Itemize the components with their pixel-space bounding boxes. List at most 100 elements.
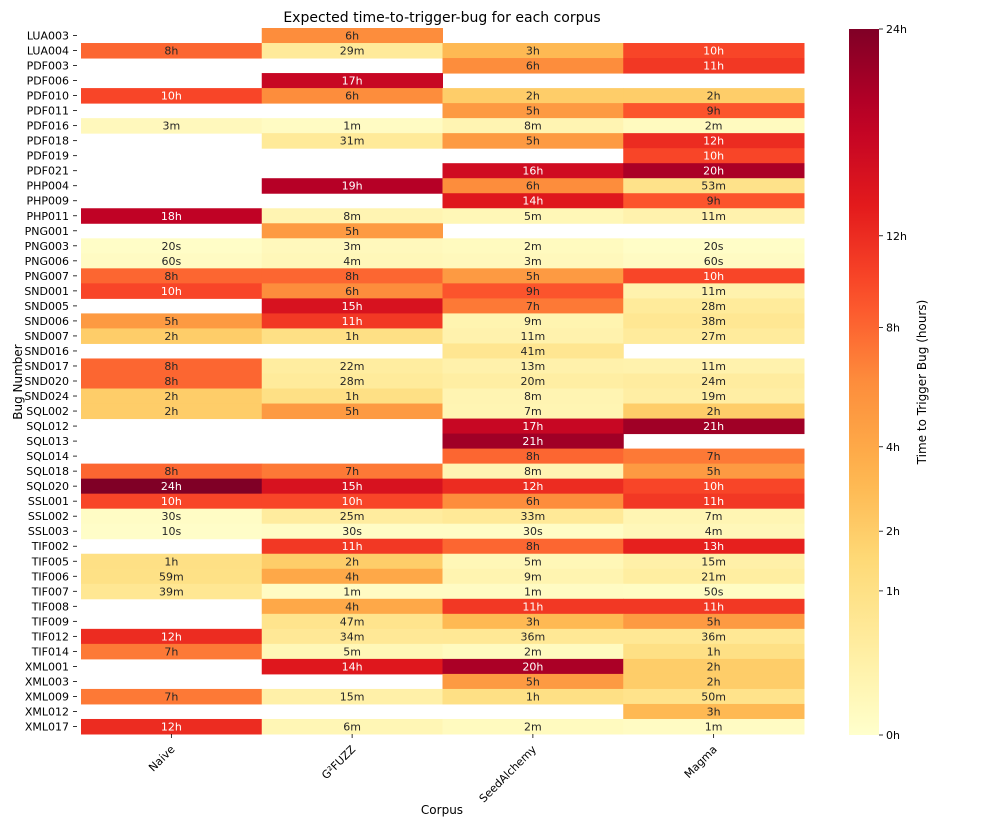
heatmap-cell [442, 463, 624, 480]
heatmap-cells: 6h 8h 29m 3h 10h 6h 11h 17h 10h 6h 2h 2h 5h 9h 3m 1m 8m 2… [81, 28, 805, 735]
cell-label: 59m [159, 570, 184, 583]
heatmap-cell [261, 328, 443, 344]
cell-label: 3h [526, 615, 540, 628]
cell-label: 22m [340, 360, 365, 373]
cell-label: 12h [522, 480, 543, 493]
cell-label: 10h [703, 480, 724, 493]
row-label: SND005 [24, 300, 69, 313]
row-label: PNG003 [25, 240, 69, 253]
heatmap-cell [442, 613, 624, 630]
cell-label: 2h [164, 405, 178, 418]
cell-label: 4m [343, 255, 361, 268]
cell-label: 21h [522, 435, 543, 448]
heatmap-cell [442, 403, 624, 420]
row-label: PDF019 [27, 150, 69, 163]
heatmap-cell [442, 673, 624, 690]
heatmap-cell [81, 388, 263, 405]
cell-label: 20h [522, 660, 543, 673]
cell-label: 7m [705, 510, 723, 523]
cell-label: 3m [343, 240, 361, 253]
heatmap-cell [623, 118, 805, 134]
cell-label: 11h [703, 600, 724, 613]
cell-label: 8h [164, 45, 178, 58]
cell-label: 16h [522, 165, 543, 178]
cell-label: 6m [343, 720, 361, 733]
cell-label: 7h [707, 450, 721, 463]
column-label: Naive [146, 743, 177, 774]
row-label: SND024 [24, 390, 69, 403]
heatmap-cell [442, 88, 624, 104]
cell-label: 60s [704, 255, 724, 268]
heatmap-cell [623, 403, 805, 420]
heatmap-cell [261, 73, 443, 89]
heatmap-cell [623, 598, 805, 615]
heatmap-cell [261, 493, 443, 510]
heatmap-cell [442, 553, 624, 570]
cell-label: 14h [342, 660, 363, 673]
heatmap-cell [623, 388, 805, 405]
heatmap-cell [261, 178, 443, 194]
colorbar-tick-label: 4h [886, 441, 900, 454]
cell-label: 2m [705, 120, 723, 133]
row-label: SQL002 [26, 405, 69, 418]
heatmap-cell [442, 568, 624, 585]
heatmap-cell [623, 553, 805, 570]
cell-label: 10h [703, 150, 724, 163]
heatmap-cell [261, 463, 443, 480]
cell-label: 30s [162, 510, 182, 523]
cell-label: 4m [705, 525, 723, 538]
cell-label: 30s [523, 525, 543, 538]
cell-label: 3m [163, 120, 181, 133]
heatmap-cell [261, 388, 443, 405]
heatmap-cell [81, 253, 263, 269]
heatmap-cell [623, 568, 805, 585]
cell-label: 31m [340, 135, 365, 148]
cell-label: 7h [164, 690, 178, 703]
heatmap-cell [81, 328, 263, 344]
cell-label: 1h [164, 555, 178, 568]
cell-label: 10h [161, 285, 182, 298]
heatmap-cell [261, 553, 443, 570]
heatmap-cell [261, 613, 443, 630]
cell-label: 1m [705, 720, 723, 733]
cell-label: 8h [526, 540, 540, 553]
cell-label: 2h [164, 330, 178, 343]
x-axis-label: Corpus [421, 803, 463, 817]
cell-label: 41m [521, 345, 546, 358]
heatmap-cell [81, 628, 263, 645]
heatmap-cell [261, 628, 443, 645]
cell-label: 2h [345, 555, 359, 568]
heatmap-cell [442, 658, 624, 675]
cell-label: 3h [707, 705, 721, 718]
row-label: PDF021 [27, 165, 69, 178]
cell-label: 27m [701, 330, 726, 343]
heatmap-cell [623, 268, 805, 284]
row-label: SND001 [24, 285, 69, 298]
row-label: SND020 [24, 375, 69, 388]
cell-label: 8m [524, 465, 542, 478]
heatmap-cell [623, 283, 805, 299]
cell-label: 34m [340, 630, 365, 643]
heatmap-cell [623, 463, 805, 480]
row-label: PDF018 [27, 135, 69, 148]
heatmap-cell [623, 253, 805, 269]
cell-label: 2h [707, 90, 721, 103]
cell-label: 11h [522, 600, 543, 613]
cell-label: 8h [164, 465, 178, 478]
heatmap-cell [623, 43, 805, 59]
heatmap-cell [623, 643, 805, 660]
heatmap-cell [623, 58, 805, 74]
heatmap-cell [442, 343, 624, 359]
row-label: TIF006 [31, 570, 69, 583]
cell-label: 10h [161, 495, 182, 508]
heatmap-cell [442, 208, 624, 224]
cell-label: 2h [526, 90, 540, 103]
heatmap-cell [261, 298, 443, 314]
cell-label: 5h [526, 105, 540, 118]
cell-label: 8m [524, 120, 542, 133]
row-label: SQL012 [26, 420, 69, 433]
column-label: Magma [682, 743, 720, 781]
cell-label: 50s [704, 585, 724, 598]
heatmap-cell [81, 118, 263, 134]
